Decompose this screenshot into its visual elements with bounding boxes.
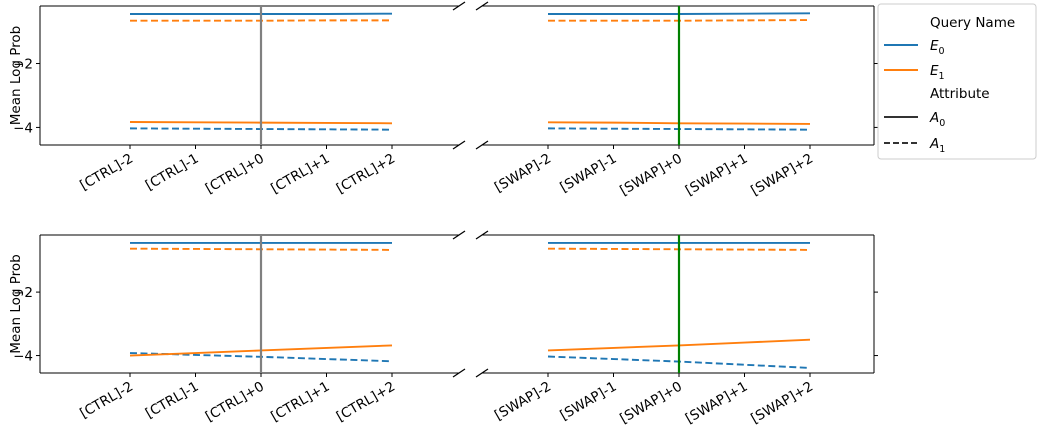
x-tick-label: [SWAP]+2 xyxy=(748,151,816,199)
y-tick-label: −4 xyxy=(13,120,33,136)
x-tick-label: [CTRL]+1 xyxy=(268,151,332,197)
y-axis-label: Mean Log Prob xyxy=(8,254,24,353)
panel-ctrl: −2 −4 [CTRL]-2[CTRL]-1[CTRL]+0[CTRL]+1[CTR… xyxy=(13,2,465,197)
x-tick-label: [CTRL]-2 xyxy=(77,151,136,194)
x-tick-label: [SWAP]-2 xyxy=(492,151,554,196)
legend-title-query: Query Name xyxy=(930,15,1015,31)
x-tick-label: [SWAP]+1 xyxy=(683,151,751,199)
x-tick-label: [SWAP]+0 xyxy=(617,151,685,199)
row-0: Mean Log Prob−2−4[CTRL]-2[CTRL]-1[CTRL]+… xyxy=(8,2,878,199)
panel-swap: [SWAP]-2[SWAP]-1[SWAP]+0[SWAP]+1[SWAP]+2 xyxy=(476,2,878,199)
panel-ctrl: −2 −4 [CTRL]-2[CTRL]-1[CTRL]+0[CTRL]+1[CTR… xyxy=(13,231,465,425)
x-tick-label: [SWAP]-1 xyxy=(557,379,619,424)
panel-swap: [SWAP]-2[SWAP]-1[SWAP]+0[SWAP]+1[SWAP]+2 xyxy=(476,231,878,427)
row-1: Mean Log Prob−2−4[CTRL]-2[CTRL]-1[CTRL]+… xyxy=(8,231,878,427)
x-tick-label: [SWAP]+2 xyxy=(748,379,816,427)
x-tick-label: [SWAP]+0 xyxy=(617,379,685,427)
x-tick-label: [CTRL]-1 xyxy=(143,379,202,422)
x-tick-label: [CTRL]+0 xyxy=(203,379,267,425)
x-tick-label: [CTRL]+0 xyxy=(203,151,267,197)
x-tick-label: [CTRL]-2 xyxy=(77,379,136,422)
x-tick-label: [SWAP]+1 xyxy=(683,379,751,427)
x-tick-label: [CTRL]-1 xyxy=(143,151,202,194)
x-tick-label: [CTRL]+1 xyxy=(268,379,332,425)
x-tick-label: [SWAP]-1 xyxy=(557,151,619,196)
y-axis-label: Mean Log Prob xyxy=(8,26,24,125)
x-tick-label: [CTRL]+2 xyxy=(334,379,398,425)
y-tick-label: −4 xyxy=(13,349,33,365)
x-tick-label: [CTRL]+2 xyxy=(334,151,398,197)
legend-title-attribute: Attribute xyxy=(930,86,990,102)
x-tick-label: [SWAP]-2 xyxy=(492,379,554,424)
legend: Query Name E0 E1 Attribute A0 A1 xyxy=(878,4,1036,159)
plots: Mean Log Prob−2−4[CTRL]-2[CTRL]-1[CTRL]+… xyxy=(8,2,878,427)
y-tick-label: −2 xyxy=(13,285,33,301)
y-tick-label: −2 xyxy=(13,57,33,73)
